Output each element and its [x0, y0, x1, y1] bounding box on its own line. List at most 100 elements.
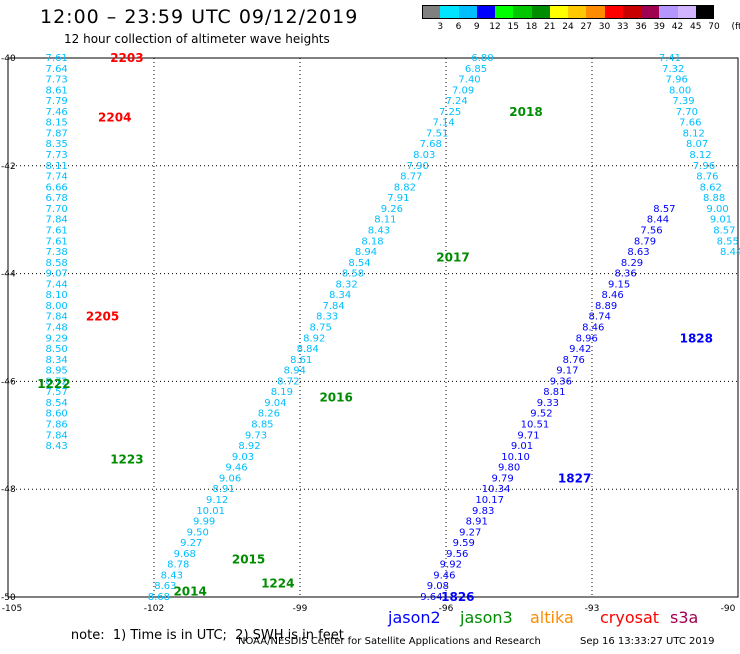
swh-value-label: 9.33 — [537, 398, 559, 409]
legend-swatch — [549, 5, 568, 19]
pass-label: 2015 — [232, 552, 265, 566]
swh-value-label: 9.06 — [219, 473, 241, 484]
sat-jason2-label: jason2 — [388, 608, 441, 627]
swh-value-label: 7.68 — [420, 139, 442, 150]
swh-value-label: 8.29 — [621, 258, 643, 269]
page-title: 12:00 – 23:59 UTC 09/12/2019 — [40, 6, 359, 28]
swh-value-label: 8.46 — [582, 323, 604, 334]
swh-value-label: 6.78 — [46, 193, 68, 204]
swh-value-label: 8.78 — [167, 560, 189, 571]
swh-value-label: 10.10 — [501, 452, 530, 463]
swh-value-label: 8.91 — [466, 517, 488, 528]
pass-label: 1827 — [558, 471, 591, 485]
pass-label: 1826 — [441, 590, 474, 604]
swh-value-label: 8.75 — [310, 323, 332, 334]
legend-label: 24 — [562, 22, 574, 32]
swh-value-label: 10.34 — [482, 484, 511, 495]
swh-value-label: 8.55 — [717, 236, 739, 247]
swh-value-label: 8.32 — [335, 279, 357, 290]
legend-swatch — [513, 5, 532, 19]
footer-credit: NOAA/NESDIS Center for Satellite Applica… — [238, 636, 541, 647]
swh-value-label: 7.79 — [46, 96, 68, 107]
legend-label: 6 — [455, 22, 462, 32]
note-text: note: 1) Time is in UTC; 2) SWH is in fe… — [70, 628, 344, 643]
swh-value-label: 7.44 — [46, 279, 68, 290]
swh-value-label: 10.51 — [521, 420, 550, 431]
swh-value-label: 8.77 — [400, 172, 422, 183]
swh-value-label: 8.72 — [277, 376, 299, 387]
sat-cryosat-label: cryosat — [600, 608, 660, 627]
swh-value-label: 8.61 — [290, 355, 312, 366]
swh-value-label: 8.68 — [148, 592, 170, 603]
pass-label: 2204 — [98, 110, 131, 124]
swh-value-label: 8.58 — [342, 269, 364, 280]
pass-label: 2016 — [319, 391, 352, 405]
pass-label: 1222 — [37, 377, 70, 391]
swh-value-label: 8.34 — [46, 355, 68, 366]
swh-value-label: 8.00 — [669, 85, 691, 96]
legend-label: 70 — [708, 22, 720, 32]
lat-tick-label: -44 — [1, 270, 16, 280]
swh-value-label: 8.89 — [595, 301, 617, 312]
lat-tick-label: -42 — [1, 162, 16, 172]
swh-value-label: 10.17 — [475, 495, 504, 506]
swh-value-label: 8.76 — [696, 172, 718, 183]
swh-value-label: 8.03 — [413, 150, 435, 161]
swh-value-label: 8.88 — [703, 193, 725, 204]
swh-value-label: 9.27 — [180, 538, 202, 549]
swh-value-label: 8.34 — [329, 290, 351, 301]
legend-label: 39 — [653, 22, 665, 32]
swh-value-label: 8.81 — [543, 387, 565, 398]
swh-value-label: 8.76 — [563, 355, 585, 366]
sat-s3a-label: s3a — [670, 608, 699, 627]
swh-value-label: 7.70 — [676, 107, 698, 118]
swh-value-label: 8.12 — [683, 128, 705, 139]
swh-value-label: 7.84 — [322, 301, 344, 312]
swh-value-label: 7.74 — [46, 172, 68, 183]
legend-swatch — [531, 5, 550, 19]
swh-value-label: 8.63 — [154, 581, 176, 592]
swh-value-label: 8.79 — [634, 236, 656, 247]
swh-value-label: 9.56 — [446, 549, 468, 560]
swh-value-label: 8.43 — [161, 570, 183, 581]
swh-value-label: 9.79 — [491, 473, 513, 484]
swh-value-label: 8.10 — [46, 290, 68, 301]
swh-value-label: 9.68 — [174, 549, 196, 560]
swh-value-label: 8.46 — [602, 290, 624, 301]
swh-value-label: 7.61 — [46, 225, 68, 236]
swh-value-label: 7.39 — [672, 96, 694, 107]
swh-value-label: 8.72 — [46, 376, 68, 387]
swh-value-label: 8.35 — [46, 139, 68, 150]
swh-value-label: 7.96 — [693, 161, 715, 172]
lon-tick-label: -102 — [144, 604, 164, 614]
legend-label: 27 — [580, 22, 592, 32]
legend-label: 45 — [690, 22, 702, 32]
lat-tick-label: -50 — [1, 593, 16, 603]
swh-value-label: 8.96 — [576, 333, 598, 344]
swh-value-label: 8.12 — [689, 150, 711, 161]
legend-swatch — [476, 5, 495, 19]
swh-value-label: 7.70 — [46, 204, 68, 215]
sat-jason3-label: jason3 — [460, 608, 513, 627]
pass-label: 2205 — [86, 310, 119, 324]
swh-value-label: 9.50 — [187, 527, 209, 538]
swh-value-label: 8.33 — [316, 312, 338, 323]
lat-tick-label: -46 — [1, 377, 16, 387]
swh-value-label: 7.96 — [666, 75, 688, 86]
legend-label: 36 — [635, 22, 647, 32]
legend-swatch — [568, 5, 587, 19]
legend-label: 30 — [598, 22, 611, 32]
swh-value-label: 7.25 — [439, 107, 461, 118]
swh-value-label: 8.92 — [303, 333, 325, 344]
legend-swatch — [458, 5, 477, 19]
swh-value-label: 7.87 — [46, 128, 68, 139]
swh-value-label: 8.26 — [258, 409, 280, 420]
swh-value-label: 8.43 — [46, 441, 68, 452]
swh-value-label: 7.51 — [426, 128, 448, 139]
swh-value-label: 8.43 — [368, 225, 390, 236]
swh-value-label: 8.19 — [271, 387, 293, 398]
swh-value-label: 8.60 — [46, 409, 68, 420]
swh-value-label: 9.46 — [225, 463, 247, 474]
